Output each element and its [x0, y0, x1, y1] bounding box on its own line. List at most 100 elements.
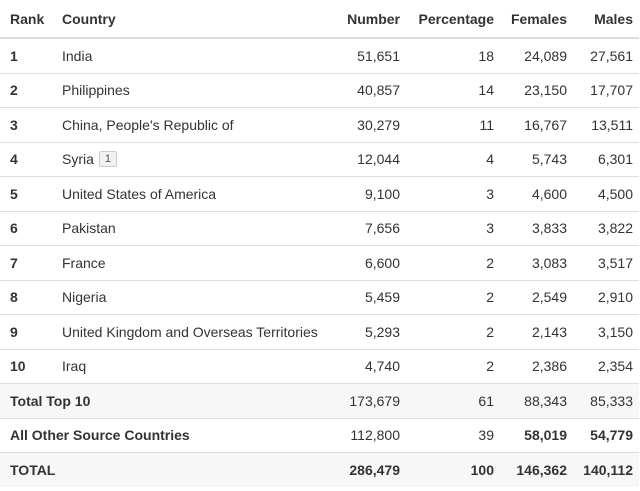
females-cell: 16,767	[500, 107, 573, 142]
grand-total-percentage: 100	[406, 452, 500, 487]
table-row: 2 Philippines 40,857 14 23,150 17,707	[0, 72, 639, 108]
number-cell: 40,857	[329, 72, 406, 108]
males-cell: 27,561	[573, 37, 639, 73]
total-top10-number: 173,679	[329, 383, 406, 418]
other-countries-males: 54,779	[573, 417, 639, 453]
number-cell: 7,656	[329, 210, 406, 246]
males-cell: 3,517	[573, 245, 639, 280]
females-cell: 2,143	[500, 314, 573, 349]
number-cell: 4,740	[329, 348, 406, 384]
grand-total-females: 146,362	[500, 452, 573, 487]
column-header-males: Males	[573, 0, 639, 39]
footnote-reference[interactable]: 1	[98, 151, 118, 168]
table-row: 6 Pakistan 7,656 3 3,833 3,822	[0, 210, 639, 246]
percentage-cell: 18	[406, 37, 500, 73]
males-cell: 3,150	[573, 314, 639, 349]
column-header-percentage: Percentage	[406, 0, 500, 39]
percentage-cell: 3	[406, 210, 500, 246]
country-cell: Nigeria	[52, 279, 329, 315]
females-cell: 3,083	[500, 245, 573, 280]
table-row: 7 France 6,600 2 3,083 3,517	[0, 245, 639, 280]
grand-total-row: TOTAL 286,479 100 146,362 140,112	[0, 452, 639, 487]
grand-total-label: TOTAL	[0, 452, 329, 487]
total-top10-females: 88,343	[500, 383, 573, 418]
table-row: 9 United Kingdom and Overseas Territorie…	[0, 314, 639, 349]
percentage-cell: 14	[406, 72, 500, 108]
country-cell: United States of America	[52, 176, 329, 211]
country-cell: Pakistan	[52, 210, 329, 246]
males-cell: 2,354	[573, 348, 639, 384]
females-cell: 5,743	[500, 141, 573, 177]
females-cell: 2,549	[500, 279, 573, 315]
other-countries-label: All Other Source Countries	[0, 417, 329, 453]
females-cell: 24,089	[500, 37, 573, 73]
header-row: Rank Country Number Percentage Females M…	[0, 0, 639, 39]
males-cell: 2,910	[573, 279, 639, 315]
males-cell: 3,822	[573, 210, 639, 246]
table-row: 1 India 51,651 18 24,089 27,561	[0, 37, 639, 73]
percentage-cell: 2	[406, 279, 500, 315]
grand-total-number: 286,479	[329, 452, 406, 487]
rank-cell: 8	[0, 279, 52, 315]
country-cell: United Kingdom and Overseas Territories	[52, 314, 329, 349]
number-cell: 5,459	[329, 279, 406, 315]
females-cell: 23,150	[500, 72, 573, 108]
rank-cell: 6	[0, 210, 52, 246]
country-cell: France	[52, 245, 329, 280]
percentage-cell: 4	[406, 141, 500, 177]
males-cell: 13,511	[573, 107, 639, 142]
percentage-cell: 2	[406, 245, 500, 280]
rank-cell: 5	[0, 176, 52, 211]
percentage-cell: 3	[406, 176, 500, 211]
other-countries-percentage: 39	[406, 417, 500, 453]
males-cell: 17,707	[573, 72, 639, 108]
country-cell: Iraq	[52, 348, 329, 384]
females-cell: 4,600	[500, 176, 573, 211]
table-header: Rank Country Number Percentage Females M…	[0, 0, 639, 39]
table-row: 3 China, People's Republic of 30,279 11 …	[0, 107, 639, 142]
column-header-country: Country	[52, 0, 329, 39]
number-cell: 12,044	[329, 141, 406, 177]
females-cell: 3,833	[500, 210, 573, 246]
country-cell: Philippines	[52, 72, 329, 108]
number-cell: 5,293	[329, 314, 406, 349]
total-top10-row: Total Top 10 173,679 61 88,343 85,333	[0, 383, 639, 418]
rank-cell: 1	[0, 37, 52, 73]
column-header-number: Number	[329, 0, 406, 39]
number-cell: 30,279	[329, 107, 406, 142]
country-cell: China, People's Republic of	[52, 107, 329, 142]
males-cell: 4,500	[573, 176, 639, 211]
country-cell: Syria 1	[52, 141, 329, 177]
other-countries-row: All Other Source Countries 112,800 39 58…	[0, 417, 639, 453]
column-header-females: Females	[500, 0, 573, 39]
total-top10-percentage: 61	[406, 383, 500, 418]
grand-total-males: 140,112	[573, 452, 639, 487]
table-body: 1 India 51,651 18 24,089 27,561 2 Philip…	[0, 37, 639, 487]
rank-cell: 7	[0, 245, 52, 280]
rank-cell: 4	[0, 141, 52, 177]
number-cell: 6,600	[329, 245, 406, 280]
females-cell: 2,386	[500, 348, 573, 384]
percentage-cell: 2	[406, 314, 500, 349]
total-top10-label: Total Top 10	[0, 383, 329, 418]
table-row: 5 United States of America 9,100 3 4,600…	[0, 176, 639, 211]
number-cell: 9,100	[329, 176, 406, 211]
rank-cell: 2	[0, 72, 52, 108]
percentage-cell: 2	[406, 348, 500, 384]
table-row: 10 Iraq 4,740 2 2,386 2,354	[0, 348, 639, 384]
other-countries-females: 58,019	[500, 417, 573, 453]
country-name: Syria	[62, 151, 94, 168]
percentage-cell: 11	[406, 107, 500, 142]
rank-cell: 9	[0, 314, 52, 349]
table-row: 8 Nigeria 5,459 2 2,549 2,910	[0, 279, 639, 315]
total-top10-males: 85,333	[573, 383, 639, 418]
table-row: 4 Syria 1 12,044 4 5,743 6,301	[0, 141, 639, 177]
country-cell: India	[52, 37, 329, 73]
males-cell: 6,301	[573, 141, 639, 177]
rank-cell: 10	[0, 348, 52, 384]
other-countries-number: 112,800	[329, 417, 406, 453]
column-header-rank: Rank	[0, 0, 52, 39]
rank-cell: 3	[0, 107, 52, 142]
number-cell: 51,651	[329, 37, 406, 73]
